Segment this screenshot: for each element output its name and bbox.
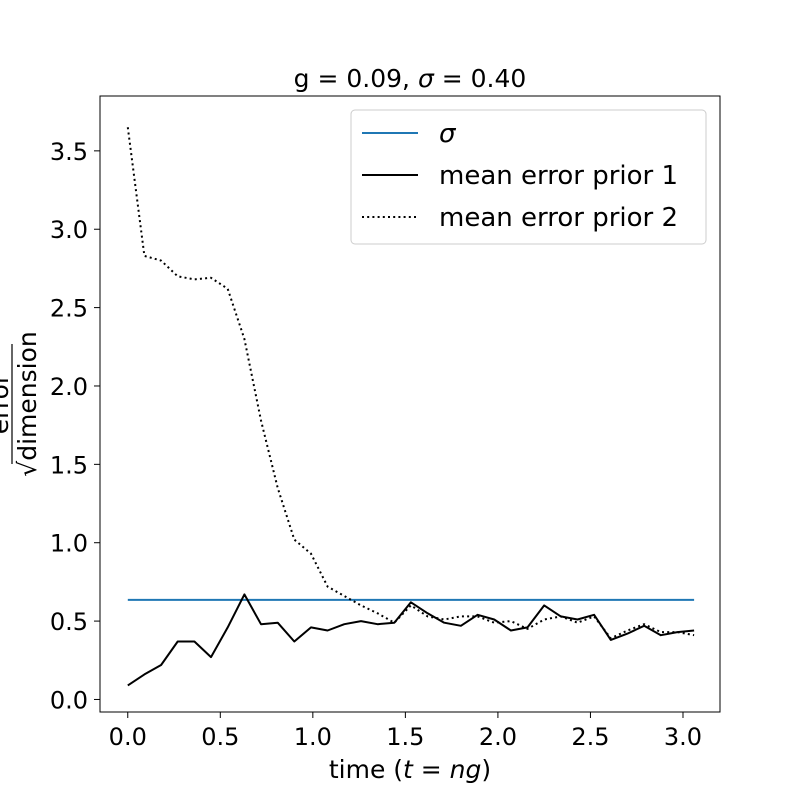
y-axis-ticks: 0.0 0.5 1.0 1.5 2.0 2.5 3.0 3.5 [50,138,100,714]
x-tick-label: 0.0 [109,723,147,751]
series-line-2 [127,593,695,687]
y-axis-label: error √dimension [0,331,42,476]
x-tick-label: 1.0 [294,723,332,751]
chart-title: g = 0.09, σ = 0.40 [294,64,527,93]
x-tick-label: 3.0 [664,723,702,751]
y-tick-label: 2.5 [50,295,88,323]
y-tick-label: 1.0 [50,530,88,558]
x-tick-label: 0.5 [201,723,239,751]
y-tick-label: 3.5 [50,138,88,166]
y-tick-label: 2.0 [50,373,88,401]
axes-frame [99,95,721,713]
y-tick-label: 1.5 [50,451,88,479]
legend-label-2: mean error prior 1 [439,161,678,191]
x-tick-label: 1.5 [386,723,424,751]
plot-series [126,127,695,687]
x-axis-ticks: 0.0 0.5 1.0 1.5 2.0 2.5 3.0 [109,712,702,751]
x-tick-label: 2.5 [571,723,609,751]
legend-label-3: mean error prior 2 [439,203,678,233]
x-axis-label: time (t = ng) [329,755,491,784]
legend: σ mean error prior 1 mean error prior 2 [350,109,707,245]
x-tick-label: 2.0 [479,723,517,751]
y-axis-label-denominator: √dimension [13,331,42,476]
y-axis-label-numerator: error [0,373,14,434]
legend-box [350,109,707,245]
y-tick-label: 0.5 [50,608,88,636]
y-tick-label: 3.0 [50,216,88,244]
y-tick-label: 0.0 [50,686,88,714]
legend-label-1: σ [439,119,457,149]
